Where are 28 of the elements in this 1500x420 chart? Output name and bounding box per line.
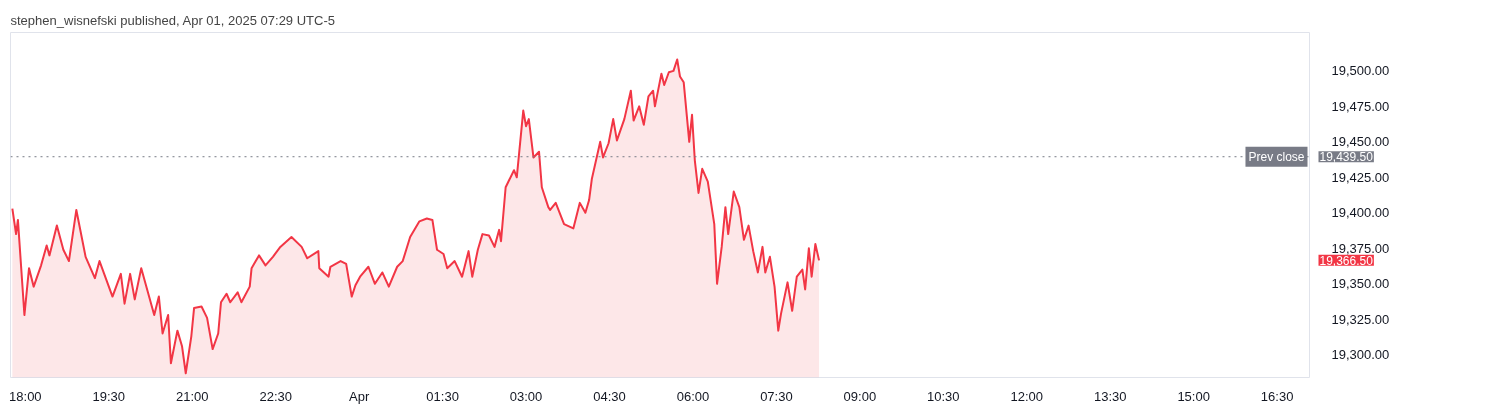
y-tick-label: 19,450.00 [1331, 134, 1390, 150]
y-tick-label: 19,400.00 [1331, 205, 1390, 221]
x-tick-label: 12:00 [1010, 388, 1044, 404]
x-tick-label: 13:30 [1093, 388, 1127, 404]
x-tick-label: 06:00 [676, 388, 710, 404]
ref-line-label: Prev close [1248, 149, 1305, 164]
x-tick-label: 04:30 [593, 388, 626, 404]
x-tick-label: 19:30 [92, 388, 126, 404]
y-tick-label: 19,375.00 [1331, 240, 1390, 256]
y-tick-label: 19,475.00 [1331, 98, 1390, 114]
x-tick-label: 22:30 [259, 388, 292, 404]
y-tick-label: 19,300.00 [1331, 347, 1390, 363]
chart-title: stephen_wisnefski published, Apr 01, 2025 07:29 UTC-5 [10, 12, 335, 28]
x-tick-label: 16:30 [1260, 388, 1294, 404]
y-tick-label: 19,425.00 [1331, 169, 1390, 185]
x-tick-label: 21:00 [175, 388, 209, 404]
x-tick-label: 07:30 [760, 388, 793, 404]
y-tick-label: 19,325.00 [1331, 311, 1390, 327]
x-tick-label: 01:30 [426, 388, 459, 404]
x-tick-label: Apr [349, 388, 370, 404]
y-tick-label: 19,500.00 [1331, 63, 1390, 79]
x-tick-label: 18:00 [9, 388, 42, 404]
y-tick-label: 19,350.00 [1331, 276, 1390, 292]
text: 19,439.50 [1319, 150, 1374, 165]
x-tick-label: 10:30 [927, 388, 960, 404]
x-tick-label: 15:00 [1177, 388, 1210, 404]
x-tick-label: 03:00 [509, 388, 543, 404]
x-tick-label: 09:00 [843, 388, 877, 404]
